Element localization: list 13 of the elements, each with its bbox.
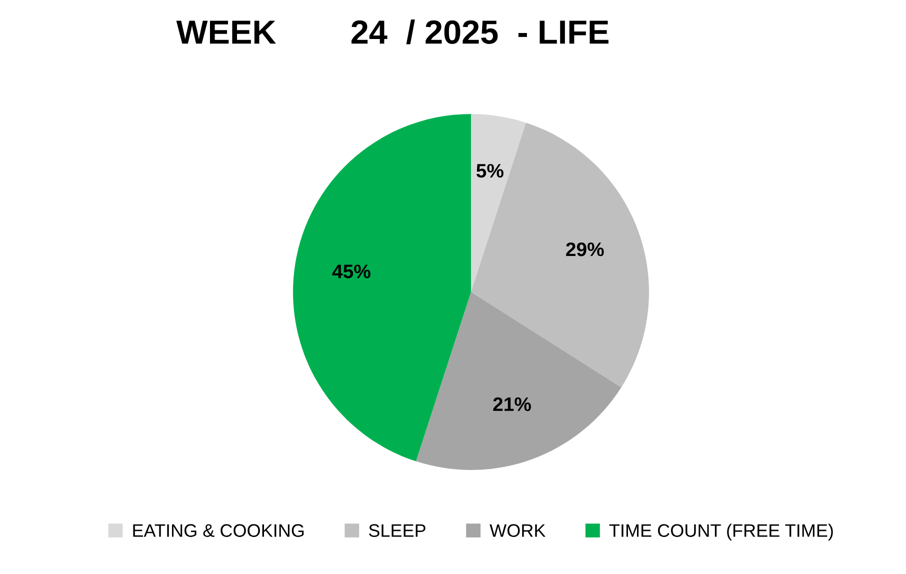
- pie-slice: [471, 122, 649, 388]
- legend-label: WORK: [490, 524, 546, 537]
- legend-label: SLEEP: [368, 524, 426, 537]
- data-label: 29%: [566, 242, 604, 256]
- legend-label: TIME COUNT (FREE TIME): [609, 524, 833, 541]
- pie-slice: [293, 114, 471, 462]
- data-label: 21%: [493, 397, 531, 412]
- legend-label: EATING & COOKING: [133, 524, 304, 537]
- data-label: 5%: [476, 164, 504, 178]
- pie-slice: [416, 292, 622, 470]
- data-label: 45%: [332, 264, 370, 278]
- pie-slice: [471, 114, 526, 292]
- chart-title: WEEK 24 / 2025 - LIFE: [176, 19, 608, 44]
